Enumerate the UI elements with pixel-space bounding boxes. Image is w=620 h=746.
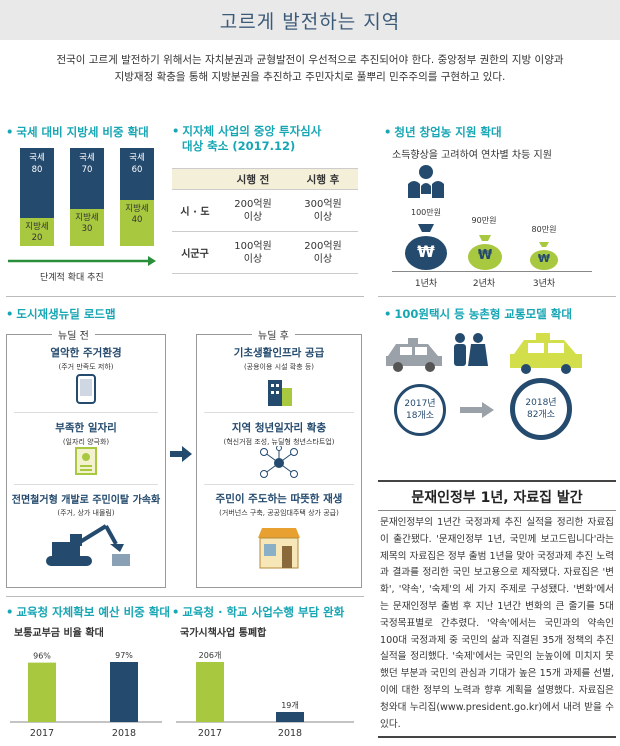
chart-bar bbox=[28, 662, 56, 722]
youth-title: • 청년 창업농 지원 확대 bbox=[384, 125, 502, 139]
taxi-title: • 100원택시 등 농촌형 교통모델 확대 bbox=[384, 307, 572, 321]
urban-after-item-1: 기초생활인프라 공급 (공용이용 시설 확충 등) bbox=[233, 347, 325, 371]
urban-before-item-3: 전면철거형 개발로 주민이탈 가속화 (주거, 상가 내몰림) bbox=[11, 495, 161, 517]
review-table: 시행 전 시행 후 시 · 도 200억원 이상 300억원 이상 시군구 100억… bbox=[172, 168, 358, 274]
taxi-people-icon bbox=[386, 333, 582, 374]
tax-bar-local: 지방세 30 bbox=[70, 209, 104, 246]
edu-burden-subtitle: 국가시책사업 통폐합 bbox=[180, 628, 267, 639]
youth-baseline bbox=[392, 271, 592, 272]
excavator-icon bbox=[46, 524, 130, 566]
divider bbox=[204, 412, 354, 413]
edu-burden-title: • 교육청 · 학교 사업수행 부담 완화 bbox=[172, 605, 345, 619]
chart-data-label: 97% bbox=[115, 651, 133, 660]
pub-title-rule bbox=[378, 510, 616, 511]
chart-bar bbox=[196, 662, 224, 722]
intro-text: 전국이 고르게 발전하기 위해서는 자치분권과 균형발전이 우선적으로 추진되어… bbox=[20, 52, 600, 86]
taxi-2018-circle: 2018년 82개소 bbox=[510, 378, 572, 440]
chart-category-label: 2017 bbox=[198, 728, 222, 739]
review-table-header: 시행 전 시행 후 bbox=[172, 168, 358, 190]
chart-data-label: 206개 bbox=[199, 650, 222, 660]
taxi-arrow-icon bbox=[460, 402, 494, 418]
tax-bar-local: 지방세 40 bbox=[120, 200, 154, 246]
taxi-from-year: 2017년 bbox=[404, 399, 436, 409]
urban-before-item-1: 열악한 주거환경 (주거 만족도 저하) bbox=[50, 347, 122, 371]
edu-budget-title: • 교육청 자체확보 예산 비중 확대 bbox=[6, 605, 170, 619]
youth-amount-2: 90만원 bbox=[471, 216, 497, 225]
taxi-to-year: 2018년 bbox=[525, 398, 557, 408]
divider bbox=[14, 484, 158, 485]
tax-arrow-label: 단계적 확대 추진 bbox=[40, 273, 104, 283]
chart-category-label: 2018 bbox=[112, 728, 136, 739]
chart-category-label: 2017 bbox=[30, 728, 54, 739]
tax-bar-national: 국세 70 bbox=[70, 148, 104, 209]
chart-data-label: 96% bbox=[33, 652, 51, 661]
building-icon bbox=[268, 380, 292, 406]
tax-bar-1: 국세 80 지방세 20 bbox=[20, 148, 54, 246]
divider bbox=[6, 596, 364, 597]
taxi-2017-circle: 2017년 18개소 bbox=[394, 384, 446, 436]
pub-body: 문재인정부의 1년간 국정과제 추진 실적을 정리한 자료집이 출간됐다. '문… bbox=[380, 517, 614, 730]
youth-amount-3: 80만원 bbox=[531, 225, 557, 234]
chart-data-label: 19개 bbox=[281, 700, 299, 710]
tax-ratio-title: • 국세 대비 지방세 비중 확대 bbox=[6, 125, 149, 139]
intro-line-1: 전국이 고르게 발전하기 위해서는 자치분권과 균형발전이 우선적으로 추진되어… bbox=[56, 54, 564, 66]
network-people-icon bbox=[260, 446, 298, 478]
pub-top-rule bbox=[378, 480, 616, 482]
pub-bottom-rule bbox=[378, 736, 616, 738]
youth-amount-1: 100만원 bbox=[411, 208, 441, 217]
page-title: 고르게 발전하는 지역 bbox=[219, 10, 401, 33]
chart-bar bbox=[276, 712, 304, 722]
tax-bar-3: 국세 60 지방세 40 bbox=[120, 148, 154, 246]
farmer-hands-icon bbox=[408, 165, 444, 198]
urban-before-label: 뉴딜 전 bbox=[52, 327, 95, 342]
tax-bar-2: 국세 70 지방세 30 bbox=[70, 148, 104, 246]
edu-burden-chart: 206개 2017 19개 2018 bbox=[176, 650, 354, 739]
store-icon bbox=[258, 528, 300, 569]
edu-budget-chart: 96% 2017 97% 2018 bbox=[10, 651, 162, 739]
divider bbox=[378, 296, 616, 297]
review-row-sido: 시 · 도 200억원 이상 300억원 이상 bbox=[172, 190, 358, 232]
urban-after-item-3: 주민이 주도하는 따뜻한 재생 (거버넌스 구축, 공공임대주택 상가 공급) bbox=[215, 493, 343, 517]
urban-after-label: 뉴딜 후 bbox=[252, 327, 295, 342]
tax-ratio-chart: 국세 80 지방세 20 국세 70 지방세 30 국세 60 지방세 40 bbox=[20, 148, 160, 258]
money-bag-icon: ₩ bbox=[528, 240, 560, 270]
taxi-from-count: 18개소 bbox=[405, 411, 434, 421]
resume-icon bbox=[75, 447, 97, 475]
youth-subtitle: 소득향상을 고려하여 연차별 차등 지원 bbox=[392, 150, 552, 161]
divider bbox=[14, 412, 158, 413]
edu-budget-subtitle: 보통교부금 비율 확대 bbox=[14, 628, 104, 639]
youth-year-3: 3년차 bbox=[532, 279, 556, 289]
review-title: • 지자체 사업의 중앙 투자심사 대상 축소 (2017.12) bbox=[172, 124, 322, 153]
review-row-sigungu: 시군구 100억원 이상 200억원 이상 bbox=[172, 232, 358, 274]
tax-arrow-icon bbox=[8, 256, 156, 266]
divider bbox=[204, 484, 354, 485]
youth-year-1: 1년차 bbox=[414, 279, 438, 289]
youth-year-2: 2년차 bbox=[472, 279, 496, 289]
urban-before-item-2: 부족한 일자리 (일자리 양극화) bbox=[55, 422, 117, 446]
urban-title: • 도시재생뉴딜 로드맵 bbox=[6, 307, 116, 321]
divider bbox=[6, 296, 364, 297]
phone-icon bbox=[76, 374, 96, 404]
page-header: 고르게 발전하는 지역 bbox=[0, 0, 620, 40]
pub-title: 문재인정부 1년, 자료집 발간 bbox=[411, 490, 583, 506]
money-bag-icon: ₩ bbox=[402, 220, 450, 270]
tax-bar-local: 지방세 20 bbox=[20, 218, 54, 246]
tax-bar-national: 국세 60 bbox=[120, 148, 154, 200]
money-bag-icon: ₩ bbox=[466, 232, 504, 270]
intro-line-2: 지방재정 확충을 통해 지방분권을 추진하고 주민자치로 풀뿌리 민주주의를 구… bbox=[114, 71, 506, 83]
urban-after-item-2: 지역 청년일자리 확충 (혁신거점 조성, 뉴딜형 청년스타트업) bbox=[223, 422, 335, 446]
tax-bar-national: 국세 80 bbox=[20, 148, 54, 218]
chart-bar bbox=[110, 662, 138, 722]
taxi-to-count: 82개소 bbox=[526, 410, 555, 420]
chart-category-label: 2018 bbox=[278, 728, 302, 739]
arrow-right-icon bbox=[170, 446, 192, 462]
